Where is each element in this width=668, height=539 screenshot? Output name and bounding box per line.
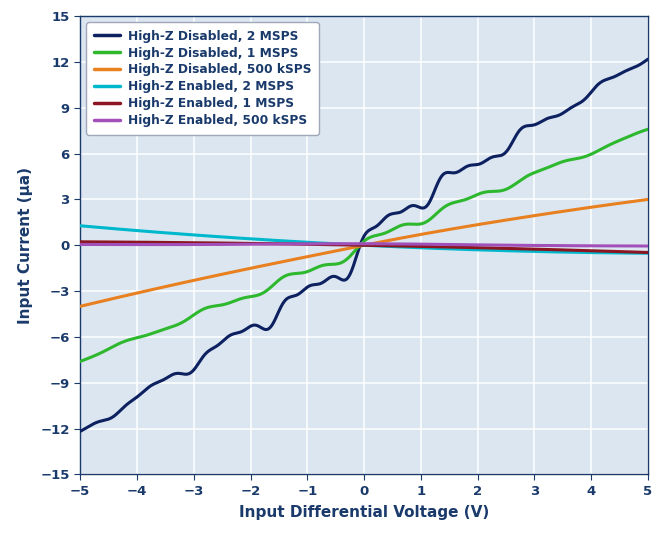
High-Z Enabled, 1 MSPS	[105, 239, 113, 245]
High-Z Enabled, 1 MSPS	[76, 239, 84, 245]
High-Z Disabled, 2 MSPS	[644, 56, 652, 63]
High-Z Enabled, 500 kSPS	[337, 240, 345, 247]
High-Z Enabled, 1 MSPS	[337, 241, 345, 248]
High-Z Enabled, 2 MSPS	[627, 250, 635, 257]
High-Z Enabled, 2 MSPS	[523, 248, 531, 254]
Line: High-Z Enabled, 500 kSPS: High-Z Enabled, 500 kSPS	[80, 244, 648, 246]
High-Z Enabled, 500 kSPS	[627, 243, 635, 249]
High-Z Disabled, 1 MSPS	[352, 246, 360, 252]
High-Z Disabled, 1 MSPS	[627, 132, 635, 139]
Line: High-Z Disabled, 500 kSPS: High-Z Disabled, 500 kSPS	[80, 199, 648, 306]
High-Z Disabled, 500 kSPS	[627, 198, 635, 205]
High-Z Enabled, 2 MSPS	[76, 223, 84, 229]
High-Z Enabled, 500 kSPS	[76, 241, 84, 248]
High-Z Enabled, 1 MSPS	[352, 242, 360, 248]
High-Z Enabled, 1 MSPS	[523, 246, 531, 252]
Line: High-Z Enabled, 1 MSPS: High-Z Enabled, 1 MSPS	[80, 242, 648, 252]
High-Z Disabled, 2 MSPS	[627, 65, 635, 72]
High-Z Disabled, 500 kSPS	[352, 244, 360, 250]
High-Z Enabled, 1 MSPS	[644, 249, 652, 255]
High-Z Disabled, 2 MSPS	[76, 428, 84, 434]
High-Z Enabled, 2 MSPS	[352, 241, 360, 248]
High-Z Enabled, 500 kSPS	[346, 240, 354, 247]
High-Z Enabled, 1 MSPS	[627, 248, 635, 255]
High-Z Enabled, 500 kSPS	[628, 243, 636, 249]
High-Z Enabled, 500 kSPS	[105, 241, 113, 248]
High-Z Enabled, 500 kSPS	[353, 240, 361, 247]
High-Z Enabled, 500 kSPS	[644, 243, 652, 249]
High-Z Disabled, 500 kSPS	[523, 213, 531, 220]
High-Z Disabled, 500 kSPS	[337, 247, 345, 253]
High-Z Disabled, 2 MSPS	[105, 416, 113, 422]
High-Z Enabled, 2 MSPS	[337, 241, 345, 247]
High-Z Enabled, 2 MSPS	[105, 225, 113, 232]
High-Z Enabled, 1 MSPS	[627, 248, 635, 255]
Line: High-Z Enabled, 2 MSPS: High-Z Enabled, 2 MSPS	[80, 226, 648, 253]
High-Z Disabled, 1 MSPS	[627, 132, 635, 139]
High-Z Disabled, 2 MSPS	[352, 254, 360, 260]
High-Z Disabled, 500 kSPS	[644, 196, 652, 203]
High-Z Disabled, 1 MSPS	[76, 358, 84, 365]
High-Z Disabled, 2 MSPS	[337, 276, 345, 282]
Y-axis label: Input Current (μa): Input Current (μa)	[19, 167, 33, 324]
High-Z Enabled, 500 kSPS	[524, 242, 532, 248]
High-Z Enabled, 2 MSPS	[644, 250, 652, 257]
Legend: High-Z Disabled, 2 MSPS, High-Z Disabled, 1 MSPS, High-Z Disabled, 500 kSPS, Hig: High-Z Disabled, 2 MSPS, High-Z Disabled…	[86, 22, 319, 135]
High-Z Disabled, 500 kSPS	[105, 296, 113, 303]
X-axis label: Input Differential Voltage (V): Input Differential Voltage (V)	[239, 505, 489, 520]
High-Z Enabled, 2 MSPS	[627, 250, 635, 257]
Line: High-Z Disabled, 2 MSPS: High-Z Disabled, 2 MSPS	[80, 59, 648, 431]
High-Z Disabled, 500 kSPS	[627, 198, 635, 205]
High-Z Disabled, 2 MSPS	[627, 65, 635, 72]
High-Z Disabled, 1 MSPS	[105, 345, 113, 352]
High-Z Disabled, 1 MSPS	[337, 259, 345, 266]
High-Z Disabled, 1 MSPS	[523, 173, 531, 179]
High-Z Disabled, 500 kSPS	[76, 303, 84, 309]
High-Z Disabled, 1 MSPS	[644, 126, 652, 133]
High-Z Disabled, 2 MSPS	[523, 122, 531, 129]
Line: High-Z Disabled, 1 MSPS: High-Z Disabled, 1 MSPS	[80, 129, 648, 362]
